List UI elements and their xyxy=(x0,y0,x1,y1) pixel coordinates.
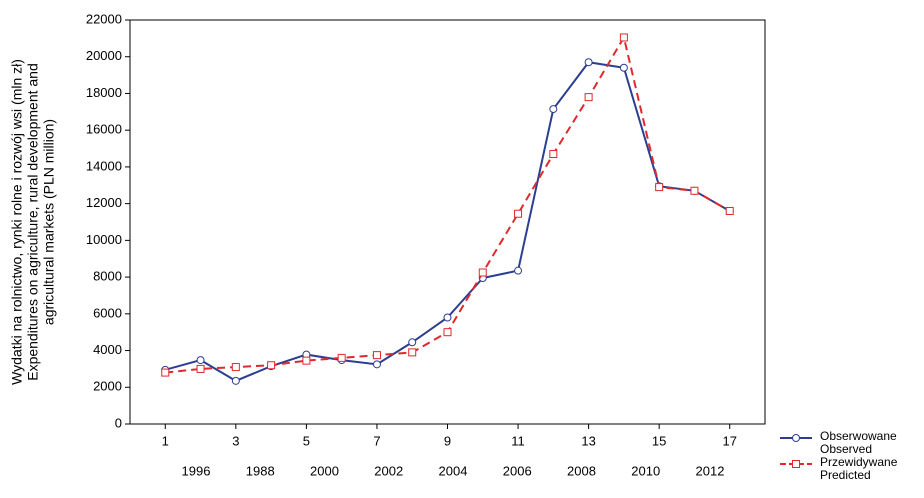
y-axis-label: agricultural markets (PLN million) xyxy=(41,119,57,325)
marker xyxy=(161,368,170,377)
marker xyxy=(619,33,628,42)
x-tick-label: 3 xyxy=(232,433,239,448)
x-tick-label: 1 xyxy=(162,433,169,448)
x-tick-label: 9 xyxy=(444,433,451,448)
y-tick-label: 2000 xyxy=(93,379,122,394)
y-tick-label: 10000 xyxy=(86,232,122,247)
y-tick-label: 20000 xyxy=(86,48,122,63)
marker xyxy=(584,58,593,67)
y-tick-label: 12000 xyxy=(86,195,122,210)
marker xyxy=(725,206,734,215)
plot-frame xyxy=(129,19,766,425)
x-tick-label: 11 xyxy=(511,433,525,448)
marker xyxy=(372,351,381,360)
marker xyxy=(337,353,346,362)
marker xyxy=(514,209,523,218)
marker xyxy=(408,338,417,347)
marker xyxy=(549,150,558,159)
y-tick-label: 8000 xyxy=(93,269,122,284)
y-axis-label: Wydatki na rolnictwo, rynki rolne i rozw… xyxy=(9,59,25,385)
legend-label: Przewidywane Predicted xyxy=(820,455,898,482)
x-tick-label: 13 xyxy=(581,433,595,448)
marker xyxy=(619,63,628,72)
year-label: 2010 xyxy=(631,463,660,478)
y-tick-label: 0 xyxy=(115,415,122,430)
series-line xyxy=(165,34,731,374)
marker xyxy=(443,313,452,322)
marker xyxy=(302,356,311,365)
y-tick-label: 16000 xyxy=(86,122,122,137)
year-label: 1996 xyxy=(182,463,211,478)
y-tick-label: 22000 xyxy=(86,11,122,26)
year-label: 2012 xyxy=(696,463,725,478)
marker xyxy=(408,348,417,357)
y-tick-label: 4000 xyxy=(93,342,122,357)
legend-marker xyxy=(792,460,800,468)
x-tick-label: 17 xyxy=(722,433,736,448)
year-label: 1988 xyxy=(246,463,275,478)
marker xyxy=(443,328,452,337)
y-tick-label: 6000 xyxy=(93,305,122,320)
marker xyxy=(196,356,205,365)
marker xyxy=(514,266,523,275)
marker xyxy=(549,105,558,114)
marker xyxy=(584,93,593,102)
marker xyxy=(267,361,276,370)
year-label: 2004 xyxy=(439,463,468,478)
year-label: 2002 xyxy=(374,463,403,478)
legend-label: Obserwowane Observed xyxy=(820,429,897,456)
y-tick-label: 14000 xyxy=(86,158,122,173)
marker xyxy=(231,376,240,385)
marker xyxy=(372,360,381,369)
y-axis-label: Expenditures on agriculture, rural devel… xyxy=(25,63,41,381)
year-label: 2000 xyxy=(310,463,339,478)
marker xyxy=(231,363,240,372)
legend-marker xyxy=(792,434,800,442)
x-tick-label: 7 xyxy=(373,433,380,448)
x-tick-label: 5 xyxy=(303,433,310,448)
marker xyxy=(196,364,205,373)
marker xyxy=(478,268,487,277)
y-tick-label: 18000 xyxy=(86,85,122,100)
year-label: 2008 xyxy=(567,463,596,478)
marker xyxy=(690,186,699,195)
marker xyxy=(655,183,664,192)
x-tick-label: 15 xyxy=(652,433,666,448)
year-label: 2006 xyxy=(503,463,532,478)
